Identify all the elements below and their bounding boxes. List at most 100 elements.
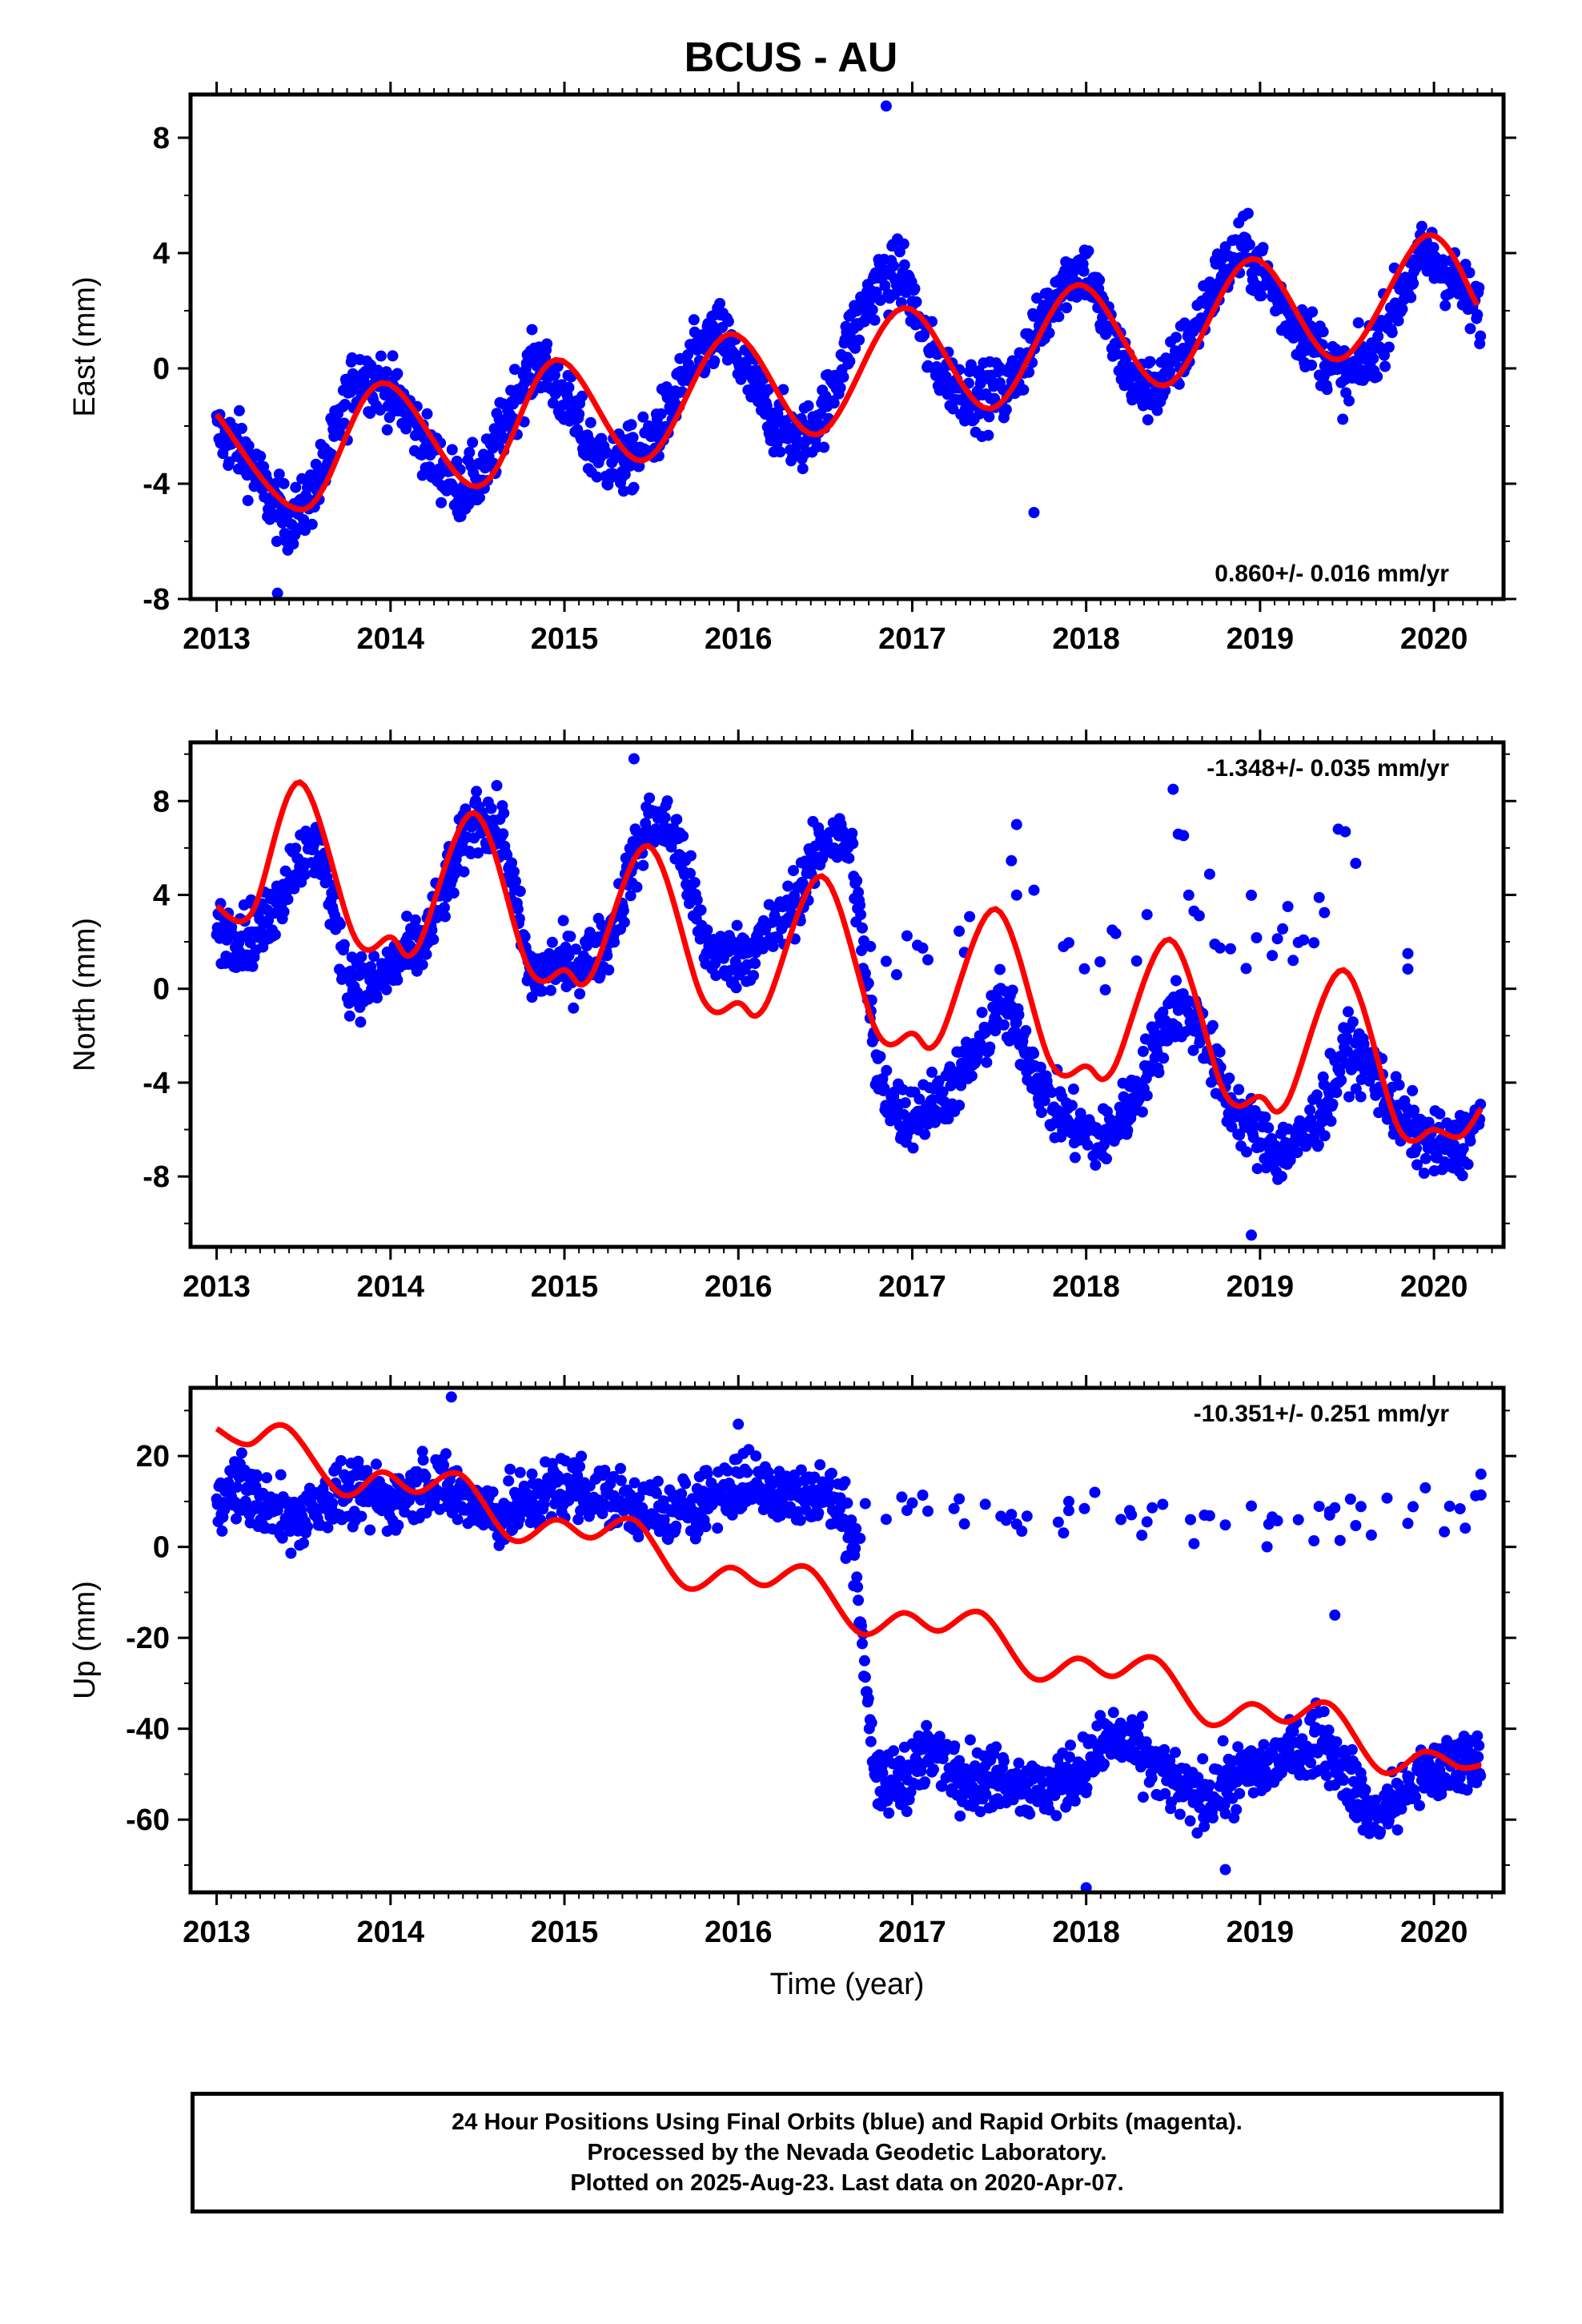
data-point — [536, 985, 548, 997]
data-point — [1081, 1782, 1093, 1794]
data-point — [1158, 1743, 1170, 1755]
data-point — [401, 911, 413, 923]
data-point — [1061, 302, 1073, 314]
data-point — [1415, 220, 1427, 232]
data-point — [1031, 292, 1042, 304]
outlier-point — [1167, 783, 1179, 795]
data-point — [813, 1507, 825, 1519]
data-point — [926, 1066, 938, 1078]
data-point — [825, 1467, 837, 1479]
data-point — [1136, 1711, 1148, 1723]
data-point — [261, 1472, 273, 1484]
data-point — [620, 852, 632, 864]
data-point — [1197, 1753, 1209, 1765]
data-point — [659, 811, 671, 823]
data-point — [306, 518, 318, 530]
data-point — [1343, 395, 1355, 407]
data-point — [701, 924, 713, 936]
data-point — [1271, 933, 1283, 945]
y-axis-label: East (mm) — [68, 276, 102, 416]
data-point — [874, 295, 886, 306]
data-point — [514, 886, 526, 897]
data-point — [671, 814, 683, 826]
model-line — [215, 778, 1484, 1144]
data-point — [797, 463, 809, 475]
data-point — [227, 929, 239, 941]
data-point — [1291, 1147, 1303, 1159]
data-point — [712, 1522, 724, 1534]
data-point — [701, 1468, 713, 1480]
data-point — [335, 1455, 347, 1466]
data-point — [691, 894, 703, 906]
data-point — [420, 948, 432, 960]
data-point — [1277, 923, 1289, 935]
data-point — [1251, 1163, 1263, 1175]
data-point — [1020, 1025, 1032, 1036]
data-point — [503, 1475, 515, 1487]
data-point — [966, 1070, 978, 1082]
data-point — [351, 987, 363, 999]
data-point — [584, 416, 596, 428]
data-point — [918, 329, 930, 341]
data-point — [1053, 311, 1065, 323]
data-point — [1321, 384, 1333, 396]
data-point — [1298, 934, 1310, 946]
y-tick-label: 8 — [153, 122, 170, 155]
y-tick-label: -4 — [143, 1067, 170, 1100]
data-point — [625, 419, 637, 431]
data-point — [949, 1740, 961, 1752]
data-point — [680, 1478, 692, 1490]
data-point — [557, 915, 569, 927]
data-point — [921, 1719, 933, 1731]
rate-label: 0.860+/- 0.016 mm/yr — [1215, 561, 1449, 587]
data-point — [1392, 315, 1404, 327]
data-point — [700, 1521, 712, 1533]
data-point — [321, 871, 333, 883]
data-point — [1255, 290, 1267, 302]
data-point — [922, 954, 934, 966]
outlier-point — [1246, 1229, 1257, 1241]
data-point — [1066, 1100, 1078, 1112]
data-point — [1233, 1084, 1245, 1096]
data-point — [355, 1510, 367, 1522]
data-point — [964, 911, 976, 923]
data-point — [1078, 265, 1090, 277]
data-point — [849, 1542, 861, 1554]
data-point — [299, 869, 311, 881]
data-point — [1304, 1104, 1316, 1116]
data-point — [773, 1476, 785, 1488]
outlier-point — [1106, 924, 1118, 936]
data-point — [936, 1780, 948, 1792]
data-point — [1259, 1112, 1271, 1123]
data-point — [677, 830, 689, 842]
data-point — [896, 1786, 908, 1798]
data-point — [982, 429, 994, 441]
data-point — [774, 446, 786, 458]
data-point — [596, 1508, 608, 1520]
outlier-point — [1402, 947, 1414, 959]
data-point — [741, 1466, 753, 1478]
data-point — [563, 381, 575, 393]
rate-label: -1.348+/- 0.035 mm/yr — [1207, 755, 1449, 782]
data-point — [901, 1806, 913, 1817]
data-point — [976, 1007, 988, 1019]
data-point — [928, 1763, 939, 1775]
data-point — [547, 397, 559, 409]
data-point — [1193, 910, 1205, 922]
data-point — [859, 1671, 871, 1683]
data-point — [877, 1767, 889, 1779]
data-point — [1355, 1091, 1367, 1103]
data-point — [1325, 1116, 1337, 1127]
data-point — [862, 1693, 874, 1704]
data-point — [695, 904, 707, 916]
data-point — [1164, 366, 1176, 378]
data-point — [1170, 975, 1182, 987]
data-point — [467, 436, 479, 448]
data-point — [545, 984, 556, 996]
data-point — [905, 1786, 917, 1798]
data-point — [853, 334, 865, 346]
data-point — [368, 951, 380, 962]
data-point — [474, 492, 485, 504]
data-point — [1408, 1104, 1420, 1116]
